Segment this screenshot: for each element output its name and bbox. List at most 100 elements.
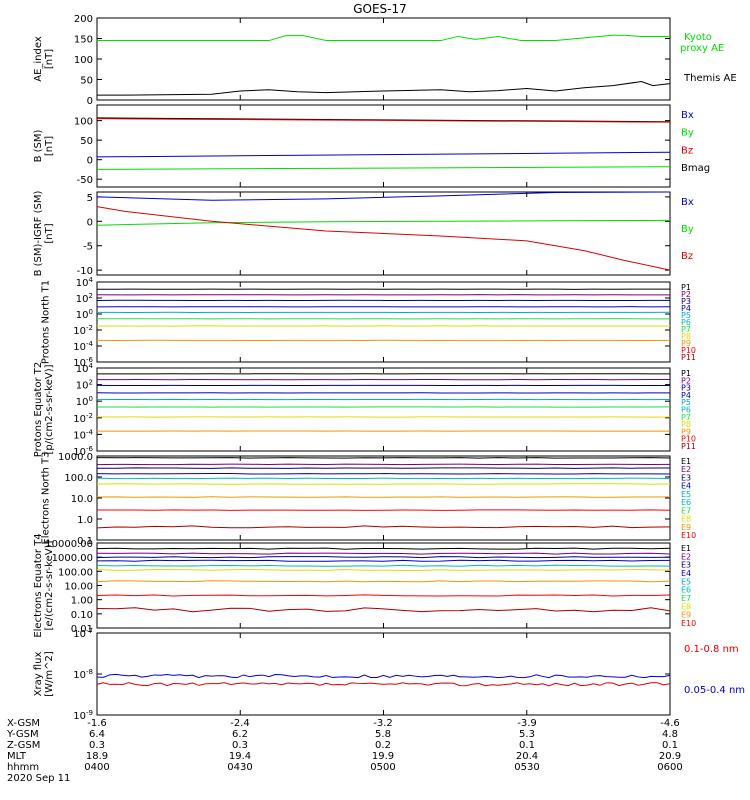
y-tick-label: 1.00: [71, 596, 93, 607]
plot-title: GOES-17: [353, 2, 407, 16]
y-tick-label: 50: [80, 76, 93, 87]
y-tick-label: 10.00: [64, 582, 93, 593]
series-line-00504nm: [96, 673, 671, 679]
legend-entry: E9: [681, 523, 691, 532]
y-tick-label: -50: [77, 175, 93, 186]
panel-frame: [96, 104, 671, 188]
y-tick-label: 1000.00: [52, 553, 93, 564]
y-tick-label: 0: [87, 217, 93, 228]
series-line-e3: [96, 467, 671, 469]
legend-entry: P2: [681, 376, 691, 385]
series-line-e5: [96, 564, 671, 567]
legend-entry: By: [681, 224, 694, 235]
x-row-value: 6.2: [232, 729, 248, 740]
y-axis-label: B (SM)[nT]: [33, 129, 55, 162]
series-line-0108nm: [96, 682, 671, 687]
panel-2: B (SM)[nT] 100 50 0 -50 Bx By Bz Bmag: [33, 104, 710, 188]
y-tick-label: 0: [87, 156, 93, 167]
legend-entry: P7: [681, 413, 691, 422]
x-row-value: 4.8: [662, 729, 678, 740]
series-line-e10: [96, 525, 671, 529]
series-line-bz: [96, 206, 671, 271]
series-line-bz: [96, 118, 671, 123]
x-row-value: 5.3: [519, 729, 535, 740]
legend-entry: P10: [681, 435, 696, 444]
legend-entry: P7: [681, 325, 691, 334]
x-row-value: 0600: [657, 762, 682, 773]
y-tick-label: -5: [83, 242, 93, 253]
series-line-e5: [96, 477, 671, 480]
y-tick-label: -10: [77, 266, 93, 277]
series-line-e1: [96, 547, 671, 550]
legend-entry: E8: [681, 602, 691, 611]
legend-entry: E8: [681, 515, 691, 524]
y-tick-label: 100.00: [58, 567, 93, 578]
legend-entry: E6: [681, 586, 691, 595]
y-tick-label: 150: [74, 35, 93, 46]
y-axis-label: Protons Equator T2[p/(cm2-s-sr-keV)]: [33, 362, 55, 458]
panel-frame: [96, 632, 671, 716]
legend-entry: Kyoto proxy AE: [680, 32, 724, 54]
legend-entry: P3: [681, 297, 691, 306]
series-line-e2: [96, 463, 671, 466]
legend-entry: P9: [681, 339, 691, 348]
y-tick-label: 102: [76, 379, 93, 392]
legend-entry: E3: [681, 473, 691, 482]
legend-entry: Themis AE: [683, 73, 737, 84]
x-row-value: 0.3: [232, 740, 248, 751]
date-label: 2020 Sep 11: [7, 773, 70, 784]
series-line-e6: [96, 483, 671, 485]
legend-entry: P11: [681, 442, 696, 451]
y-tick-label: 10-7: [73, 627, 93, 640]
y-tick-label: 10-4: [73, 428, 93, 441]
x-row-value: -3.2: [373, 718, 393, 729]
x-row-value: 19.4: [229, 751, 251, 762]
x-row-value: -2.4: [230, 718, 250, 729]
x-row-label: MLT: [7, 751, 27, 762]
y-tick-label: 10-8: [73, 668, 93, 681]
legend-entry: E2: [681, 552, 691, 561]
x-row-value: 5.8: [375, 729, 391, 740]
panel-7: Electrons Equator T4[e/(cm2-s-sr-keV)]10…: [33, 533, 696, 637]
x-row-value: 0530: [514, 762, 539, 773]
y-tick-label: 0.01: [71, 624, 93, 635]
series-line-e8: [96, 509, 671, 511]
legend-entry: P9: [681, 427, 691, 436]
legend-entry: Bx: [681, 110, 694, 121]
legend-entry: 0.05-0.4 nm: [684, 685, 745, 696]
y-axis-label: Xray flux[W/m^2]: [33, 651, 55, 697]
y-tick-label: 200: [74, 14, 93, 25]
x-row-label: Z-GSM: [7, 740, 40, 751]
legend-entry: E7: [681, 594, 691, 603]
x-row-value: -3.9: [517, 718, 537, 729]
y-tick-label: 0: [87, 96, 93, 107]
legend-entry: 0.1-0.8 nm: [684, 644, 739, 655]
y-axis-label: B (SM)-IGRF (SM)[nT]: [33, 191, 55, 277]
y-tick-label: 100: [76, 395, 93, 408]
legend: Bx By Bz Bmag: [681, 110, 710, 174]
series-line-bx: [96, 191, 671, 201]
series-line-e10: [96, 607, 671, 613]
y-tick-label: 10.0: [71, 494, 93, 505]
legend: Bx By Bz: [681, 197, 694, 262]
panel-frame: [96, 542, 671, 629]
x-row-value: 19.9: [372, 751, 394, 762]
legend-entry: P8: [681, 420, 691, 429]
panel-3: B (SM)-IGRF (SM)[nT] 5 0 -5 -10 Bx By Bz: [33, 191, 694, 278]
x-row-value: 0400: [84, 762, 109, 773]
legend-entry: E6: [681, 498, 691, 507]
y-axis-label: Protons North T1: [41, 280, 52, 364]
legend-entry: E5: [681, 577, 691, 586]
series-line-bx: [96, 151, 671, 158]
panel-8: Xray flux[W/m^2]10-710-810-90.1-0.8 nm0.…: [33, 627, 745, 722]
x-row-value: 0.1: [662, 740, 678, 751]
series-line-e8: [96, 594, 671, 597]
series-line-e3: [96, 556, 671, 559]
y-tick-label: 102: [76, 292, 93, 305]
y-tick-label: 50: [80, 136, 93, 147]
x-row-value: 0430: [227, 762, 252, 773]
series-line-e6: [96, 568, 671, 571]
